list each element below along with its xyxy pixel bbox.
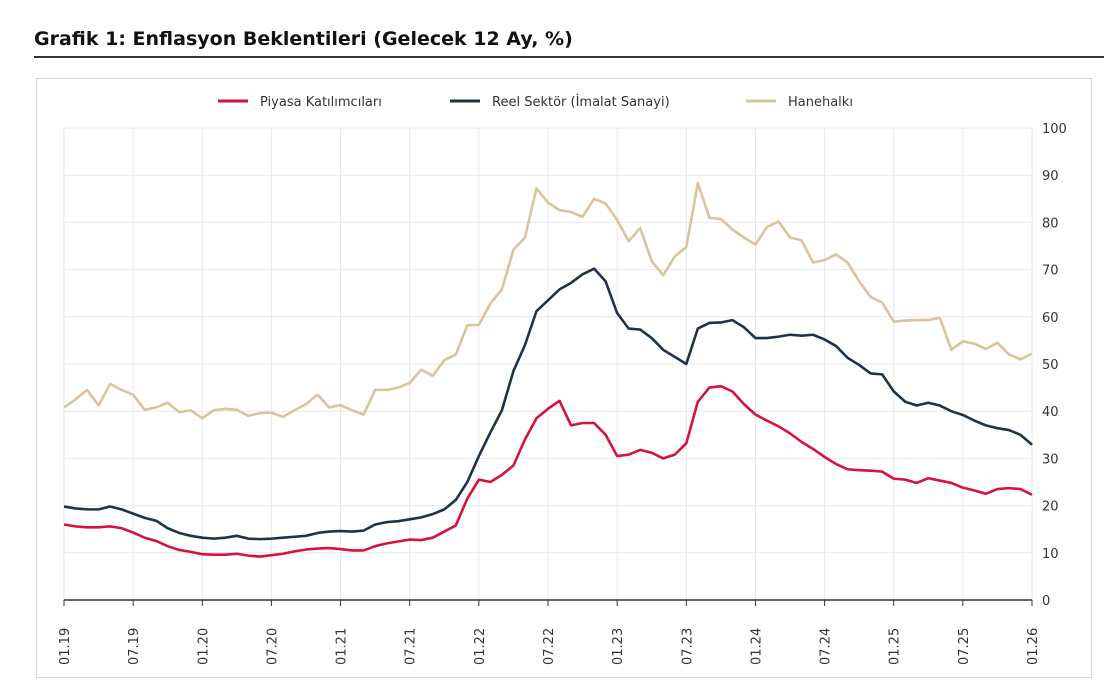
x-tick-label: 07.23	[680, 628, 695, 665]
legend-label: Hanehalkı	[788, 95, 853, 110]
y-tick-label: 20	[1042, 500, 1059, 515]
y-tick-label: 90	[1042, 169, 1059, 184]
x-tick-label: 01.26	[1026, 628, 1041, 665]
series-line-1	[63, 267, 1033, 541]
x-tick-label: 01.22	[473, 628, 488, 665]
series-line-0	[63, 384, 1033, 558]
x-tick-label: 01.23	[611, 628, 626, 665]
x-tick-label: 01.25	[888, 628, 903, 665]
series-line-2	[63, 181, 1033, 420]
x-tick-label: 07.21	[404, 628, 419, 665]
x-tick-label: 07.24	[819, 628, 834, 665]
y-tick-label: 100	[1042, 122, 1067, 137]
y-tick-label: 50	[1042, 358, 1059, 373]
y-tick-label: 10	[1042, 547, 1059, 562]
title-underline	[34, 56, 1104, 58]
chart-frame	[36, 78, 1092, 678]
y-tick-label: 0	[1042, 594, 1050, 609]
x-tick-label: 07.19	[127, 628, 142, 665]
y-tick-label: 40	[1042, 405, 1059, 420]
y-tick-label: 60	[1042, 311, 1059, 326]
y-tick-label: 70	[1042, 264, 1059, 279]
y-tick-label: 80	[1042, 216, 1059, 231]
x-tick-label: 01.24	[749, 628, 764, 665]
x-tick-label: 01.20	[196, 628, 211, 665]
x-tick-label: 07.20	[265, 628, 280, 665]
chart-title: Grafik 1: Enflasyon Beklentileri (Gelece…	[34, 28, 573, 50]
y-tick-label: 30	[1042, 452, 1059, 467]
x-tick-label: 07.25	[957, 628, 972, 665]
legend-label: Piyasa Katılımcıları	[260, 95, 382, 110]
x-tick-label: 07.22	[542, 628, 557, 665]
x-tick-label: 01.21	[335, 628, 350, 665]
legend-label: Reel Sektör (İmalat Sanayi)	[492, 94, 670, 110]
x-tick-label: 01.19	[58, 628, 73, 665]
